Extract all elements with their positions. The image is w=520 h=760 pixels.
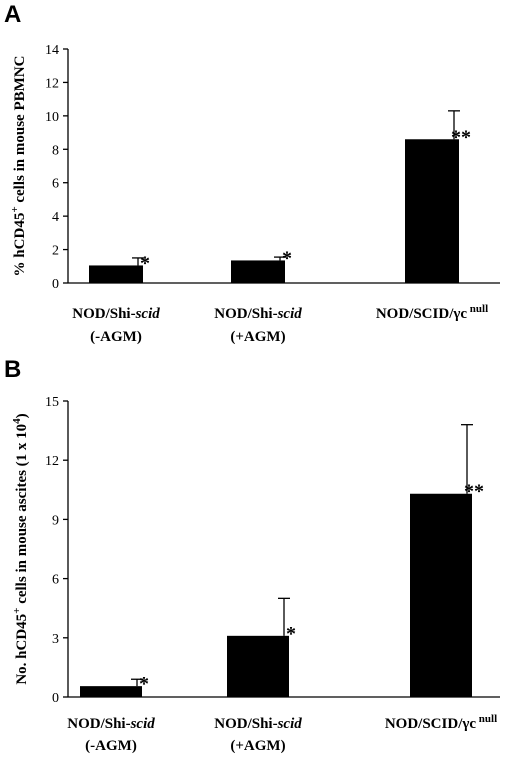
significance-mark: ** <box>451 126 471 148</box>
y-tick-label: 12 <box>45 76 59 91</box>
category-label: NOD/Shi-scid <box>67 716 155 732</box>
significance-mark: * <box>282 247 292 269</box>
bar <box>231 260 285 283</box>
bar <box>410 493 472 697</box>
y-tick-label: 9 <box>52 513 59 528</box>
category-sublabel: (-AGM) <box>85 738 137 754</box>
y-axis-label: % hCD45+ cells in mouse PBMNC <box>9 56 28 277</box>
category-label: NOD/Shi-scid <box>214 306 302 322</box>
y-tick-label: 6 <box>52 177 59 192</box>
y-tick-label: 3 <box>52 632 59 647</box>
y-tick-label: 4 <box>52 210 59 225</box>
panel-letter: B <box>4 356 21 383</box>
y-tick-label: 12 <box>45 454 59 469</box>
category-label: NOD/Shi-scid <box>72 306 160 322</box>
y-tick-label: 10 <box>45 110 59 125</box>
y-tick-label: 2 <box>52 244 59 259</box>
significance-mark: * <box>140 252 150 274</box>
y-tick-label: 6 <box>52 573 59 588</box>
y-tick-label: 15 <box>45 395 59 410</box>
category-label: NOD/Shi-scid <box>214 716 302 732</box>
panel-b: B 0 3 6 9 12 15 No. hCD45+ cells in mouse ascit… <box>4 356 500 754</box>
category-sublabel: (+AGM) <box>230 738 285 754</box>
bar <box>89 265 143 283</box>
category-sublabel: (+AGM) <box>230 329 285 345</box>
significance-mark: * <box>286 623 296 645</box>
category-label: NOD/SCID/γc null <box>385 713 497 732</box>
y-axis-label: No. hCD45+ cells in mouse ascites (1 x 1… <box>11 413 30 684</box>
significance-mark: ** <box>464 481 484 503</box>
bar <box>405 139 459 283</box>
panel-letter: A <box>4 1 21 28</box>
category-label: NOD/SCID/γc null <box>376 303 488 322</box>
bar <box>80 686 142 697</box>
y-tick-label: 0 <box>52 691 59 706</box>
y-tick-label: 8 <box>52 143 59 158</box>
significance-mark: * <box>139 673 149 695</box>
y-tick-label: 14 <box>45 43 59 58</box>
category-sublabel: (-AGM) <box>90 329 142 345</box>
panel-a: A 0 2 4 6 8 10 12 14 % hCD45+ cells in mouse PBMN… <box>4 1 500 345</box>
y-tick-label: 0 <box>52 277 59 292</box>
bar <box>227 635 289 697</box>
